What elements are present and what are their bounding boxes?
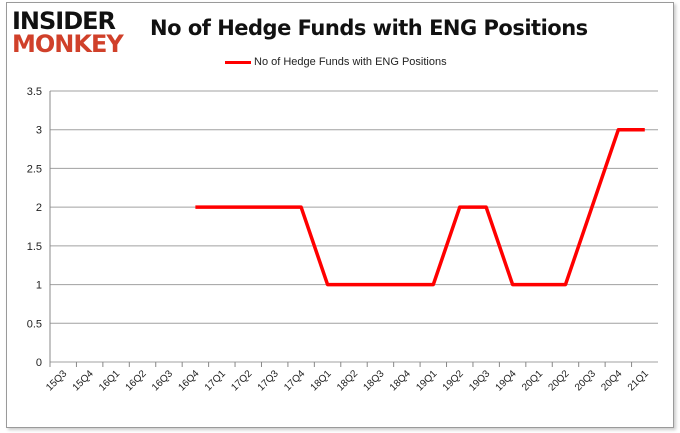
x-tick-label: 15Q3	[44, 368, 69, 393]
x-tick-label: 17Q1	[203, 368, 228, 393]
legend: No of Hedge Funds with ENG Positions	[225, 56, 447, 68]
x-tick-label: 20Q3	[573, 368, 598, 393]
x-tick-label: 16Q3	[150, 368, 175, 393]
y-tick-label: 3	[36, 125, 42, 137]
logo-line-1: INSIDER	[12, 7, 116, 35]
x-tick-label: 18Q2	[335, 368, 360, 393]
x-tick-label: 17Q2	[229, 368, 254, 393]
chart-title: No of Hedge Funds with ENG Positions	[150, 16, 588, 40]
legend-swatch	[225, 60, 251, 64]
y-tick-label: 2	[36, 202, 42, 214]
series-line	[195, 127, 645, 287]
chart-frame	[6, 2, 674, 428]
x-tick-label: 20Q4	[599, 368, 624, 393]
x-tick-label: 16Q1	[97, 368, 122, 393]
x-tick-label: 19Q4	[494, 368, 519, 393]
x-tick-label: 18Q1	[309, 368, 334, 393]
x-tick-label: 19Q2	[441, 368, 466, 393]
y-tick-label: 2.5	[27, 163, 42, 175]
legend-label: No of Hedge Funds with ENG Positions	[254, 56, 447, 68]
x-tick-label: 16Q4	[176, 368, 201, 393]
x-tick-label: 20Q2	[547, 368, 572, 393]
x-tick-label: 20Q1	[520, 368, 545, 393]
x-tick-label: 18Q4	[388, 368, 413, 393]
x-tick-label: 19Q3	[467, 368, 492, 393]
logo-line-2: MONKEY	[12, 30, 124, 58]
y-tick-label: 0	[36, 357, 42, 369]
y-tick-label: 0.5	[27, 318, 42, 330]
x-tick-label: 18Q3	[361, 368, 386, 393]
y-tick-label: 1.5	[27, 241, 42, 253]
x-tick-label: 15Q4	[71, 368, 96, 393]
y-tick-label: 1	[36, 280, 42, 292]
y-tick-label: 3.5	[27, 86, 42, 98]
x-tick-label: 21Q1	[626, 368, 651, 393]
x-tick-label: 17Q3	[256, 368, 281, 393]
x-tick-label: 16Q2	[124, 368, 149, 393]
insider-monkey-logo: INSIDER MONKEY	[12, 7, 124, 58]
x-tick-label: 19Q1	[414, 368, 439, 393]
x-tick-label: 17Q4	[282, 368, 307, 393]
